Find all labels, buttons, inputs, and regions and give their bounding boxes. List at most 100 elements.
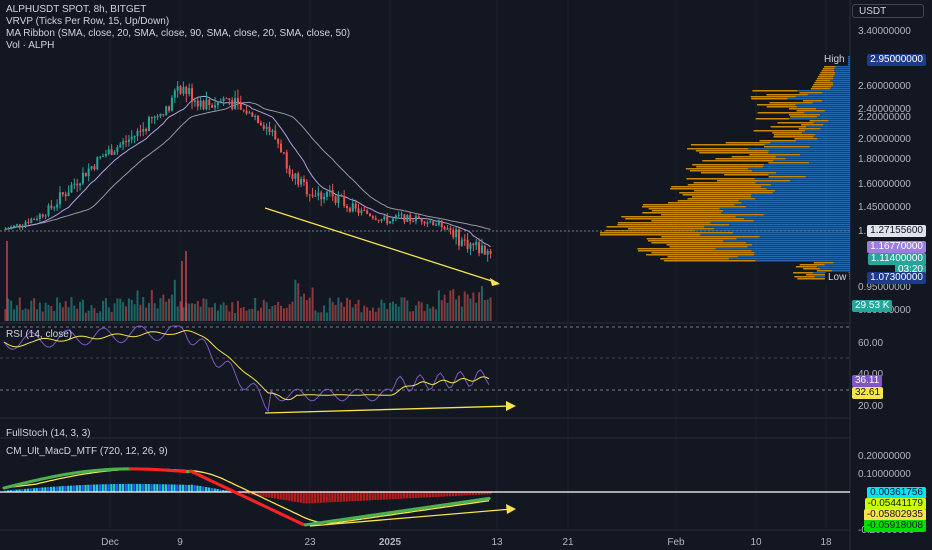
- candle-body: [268, 126, 271, 132]
- volume-bar: [81, 299, 84, 321]
- candle-body: [116, 147, 119, 152]
- volume-bar: [271, 306, 274, 321]
- volume-bar: [36, 309, 39, 321]
- time-axis[interactable]: Dec 9 23 2025 13 21 Feb 10 18: [101, 537, 832, 548]
- vrvp-row-up: [761, 186, 850, 188]
- macd-hist-bar: [47, 487, 50, 492]
- vrvp-row-up: [833, 262, 850, 264]
- vrvp-row-down: [796, 110, 825, 112]
- volume-bar: [73, 305, 76, 321]
- volume-bar: [334, 304, 337, 321]
- volume-bar: [56, 297, 59, 321]
- candle-body: [343, 195, 346, 207]
- volume-bar: [127, 298, 130, 321]
- volume-bar: [489, 297, 492, 321]
- macd-hist-bar: [351, 492, 354, 502]
- vrvp-row-up: [768, 174, 850, 176]
- macd-hist-bar: [457, 492, 460, 496]
- price-trendline[interactable]: [264, 207, 499, 284]
- vrvp-row-down: [685, 168, 749, 170]
- candle-body: [371, 216, 374, 219]
- vrvp-row-up: [789, 118, 850, 120]
- vrvp-row-down: [687, 184, 771, 186]
- macd-hist-bar: [480, 492, 483, 495]
- candle-body: [107, 149, 110, 155]
- macd-hist-bar: [248, 492, 251, 495]
- macd-hist-bar: [4, 490, 7, 492]
- vrvp-row-down: [605, 230, 695, 232]
- volume-bar: [173, 279, 176, 321]
- vrvp-row-up: [737, 256, 850, 258]
- vrvp-row-up: [715, 248, 850, 250]
- ma-ribbon-slow: [5, 101, 491, 230]
- candle-body: [334, 196, 337, 204]
- candle-body: [348, 208, 351, 212]
- vrvp-row-up: [833, 76, 850, 78]
- rsi-title[interactable]: RSI (14, close): [6, 329, 73, 340]
- macd-hist-bar: [64, 485, 67, 492]
- macd-hist-bar: [222, 489, 225, 492]
- candle-body: [414, 216, 417, 222]
- macd-hist-bar: [144, 483, 147, 492]
- volume-bar: [245, 310, 248, 321]
- candle-body: [185, 87, 188, 95]
- vrvp-row-up: [754, 252, 850, 254]
- stoch-title[interactable]: FullStoch (14, 3, 3): [6, 428, 91, 439]
- vrvp-row-up: [816, 116, 850, 118]
- candle-body: [193, 100, 196, 102]
- volume-bar: [41, 311, 44, 321]
- volume-bar: [84, 312, 87, 321]
- volume-bar: [130, 299, 133, 321]
- candle-body: [317, 192, 320, 196]
- time-axis-label: 23: [304, 537, 316, 548]
- vrvp-row-down: [789, 108, 817, 110]
- rsi-axis[interactable]: 60.00 40.00 20.00: [858, 338, 883, 412]
- macd-hist-bar: [420, 492, 423, 498]
- vrvp-row-down: [663, 260, 756, 262]
- vrvp-row-up: [748, 168, 850, 170]
- volume-bar: [136, 290, 139, 321]
- ma-ribbon-legend[interactable]: MA Ribbon (SMA, close, 20, SMA, close, 9…: [6, 28, 351, 39]
- macd-hist-bar: [44, 487, 47, 492]
- macd-hist-bar: [428, 492, 432, 498]
- macd-hist-bar: [362, 492, 366, 501]
- macd-trendline[interactable]: [309, 508, 513, 527]
- volume-bar: [472, 292, 475, 321]
- volume-legend[interactable]: Vol · ALPH: [6, 40, 55, 51]
- currency-selector[interactable]: USDT: [852, 4, 924, 18]
- volume-bar: [90, 305, 93, 321]
- macd-hist-bar: [293, 492, 297, 502]
- macd-hist-bar: [92, 484, 96, 492]
- vrvp-row-up: [830, 80, 850, 82]
- vrvp-row-down: [731, 156, 776, 158]
- vrvp-row-up: [804, 130, 850, 132]
- vrvp-legend[interactable]: VRVP (Ticks Per Row, 15, Up/Down): [6, 16, 170, 27]
- candle-body: [259, 122, 262, 126]
- vrvp-row-down: [660, 214, 764, 216]
- vrvp-row-down: [813, 84, 834, 86]
- macd-hist-bar: [469, 492, 472, 496]
- time-axis-label: 10: [750, 537, 762, 548]
- volume-bar: [199, 306, 202, 321]
- macd-title[interactable]: CM_Ult_MacD_MTF (720, 12, 26, 9): [6, 446, 168, 457]
- candle-body: [219, 101, 222, 103]
- macd-hist-bar: [288, 492, 291, 501]
- macd-hist-bar: [159, 484, 162, 492]
- candle-body: [113, 151, 116, 155]
- vrvp-row-up: [831, 86, 850, 88]
- vrvp-row-down: [691, 196, 751, 198]
- vrvp-row-down: [750, 96, 796, 98]
- symbol-title[interactable]: ALPHUSDT SPOT, 8h, BITGET: [6, 4, 147, 15]
- volume-bar: [70, 297, 73, 321]
- low-value-tag: 1.07300000: [867, 272, 926, 284]
- rsi-trendline[interactable]: [264, 405, 513, 414]
- time-axis-label: 9: [177, 537, 183, 548]
- macd-hist-bar: [336, 492, 340, 502]
- vrvp-row-down: [814, 82, 833, 84]
- price-tick-label: 1.45000000: [858, 202, 911, 213]
- vrvp-row-up: [790, 180, 850, 182]
- macd-hist-bar: [354, 492, 357, 502]
- vrvp-row-up: [833, 78, 850, 80]
